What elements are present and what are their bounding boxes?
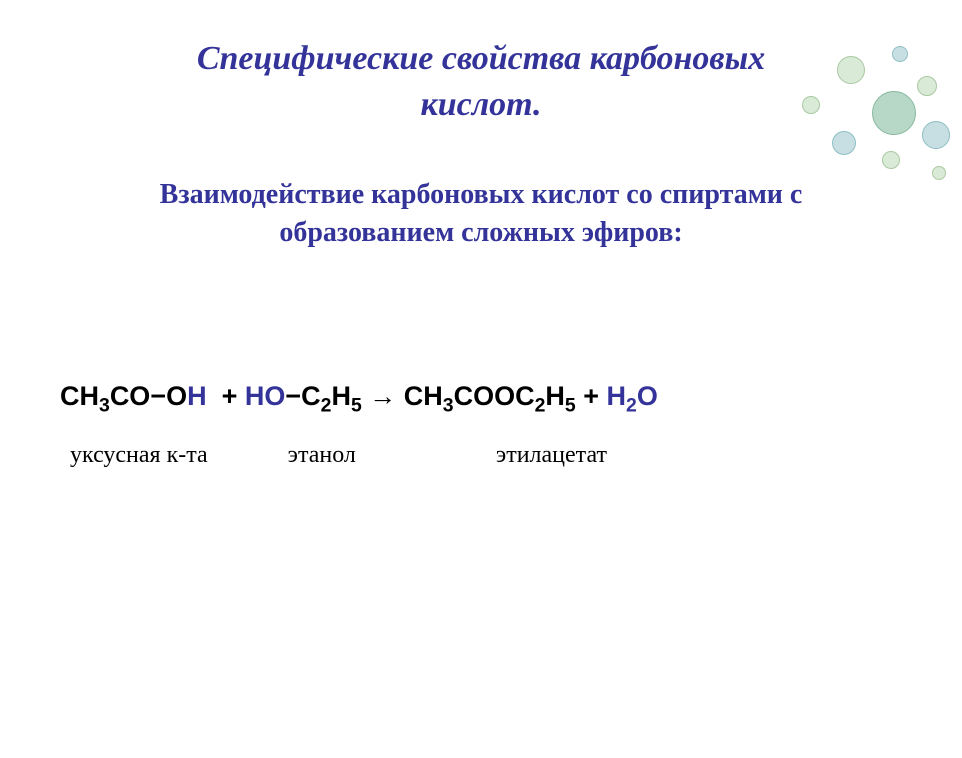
subtitle-line-2: образованием сложных эфиров: <box>279 217 682 248</box>
compound-label: этанол <box>288 442 356 469</box>
reaction-equation: CH3CO−OH + HO−C2H5 → CH3COOC2H5 + H2O <box>0 381 962 417</box>
title-line-2: кислот. <box>420 86 541 123</box>
title-line-1: Специфические свойства карбоновых <box>197 40 765 77</box>
deco-dot <box>882 151 900 169</box>
slide-subtitle: Взаимодействие карбоновых кислот со спир… <box>0 176 962 252</box>
compound-label: этилацетат <box>496 442 607 469</box>
compound-labels: уксусная к-та этанол этилацетат <box>0 442 962 469</box>
subtitle-line-1: Взаимодействие карбоновых кислот со спир… <box>160 179 803 210</box>
deco-dot <box>832 131 856 155</box>
slide-title: Специфические свойства карбоновых кислот… <box>0 36 962 128</box>
compound-label: уксусная к-та <box>70 442 208 469</box>
